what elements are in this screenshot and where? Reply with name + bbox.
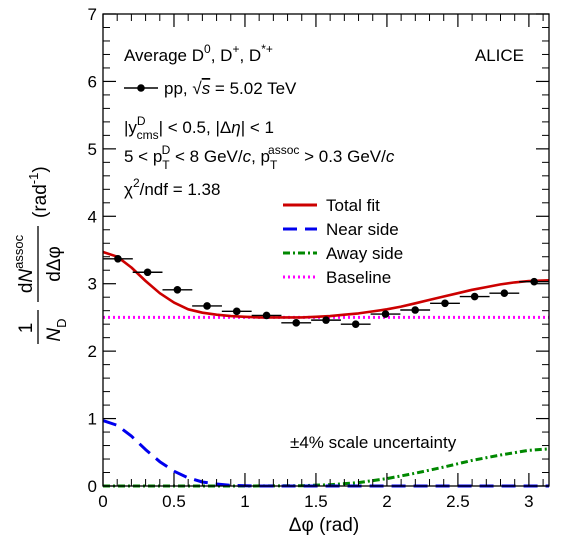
y-tick-label: 3 bbox=[88, 275, 97, 294]
pt-range-label: 5 < pTD < 8 GeV/c, pTassoc > 0.3 GeV/c bbox=[124, 143, 395, 172]
fit-legend: Total fit Near side Away side Baseline bbox=[283, 196, 403, 287]
y-label-fraction-num: 1 bbox=[16, 323, 37, 334]
y-label-fraction-den: ND bbox=[44, 318, 69, 341]
legend-label-total-fit: Total fit bbox=[326, 196, 380, 215]
x-tick-label: 0 bbox=[98, 492, 107, 511]
data-point bbox=[351, 320, 360, 328]
data-point bbox=[262, 311, 271, 320]
legend-data-label: pp, √s = 5.02 TeV bbox=[164, 79, 297, 98]
x-tick-label: 2 bbox=[382, 492, 391, 511]
scale-uncertainty-label: ±4% scale uncertainty bbox=[290, 433, 457, 452]
data-point bbox=[143, 268, 152, 277]
data-point bbox=[530, 277, 538, 286]
data-point bbox=[411, 306, 419, 314]
average-label: Average D0, D+, D*+ bbox=[124, 42, 273, 65]
y-tick-label: 0 bbox=[88, 477, 97, 496]
y-label-deriv-num: dNassoc bbox=[11, 234, 37, 293]
legend-label-baseline: Baseline bbox=[326, 268, 391, 287]
data-point bbox=[292, 319, 301, 327]
x-tick-label: 1 bbox=[240, 492, 249, 511]
rapidity-cut-label: |yD cms| < 0.5, |Δη| < 1 bbox=[124, 114, 274, 142]
legend-label-away-side: Away side bbox=[326, 244, 403, 263]
x-tick-label: 2.5 bbox=[446, 492, 470, 511]
x-tick-label: 3 bbox=[524, 492, 533, 511]
x-ticks: 0 0.5 1 1.5 2 2.5 3 bbox=[98, 14, 544, 511]
data-point bbox=[441, 299, 449, 308]
fit-curve-near-side bbox=[102, 419, 549, 488]
experiment-label: ALICE bbox=[475, 46, 524, 65]
chi2-label: χ2/ndf = 1.38 bbox=[124, 176, 220, 199]
y-tick-label: 6 bbox=[88, 72, 97, 91]
data-point bbox=[470, 292, 479, 301]
data-point bbox=[500, 289, 509, 297]
data-points bbox=[103, 254, 550, 328]
data-point bbox=[173, 285, 182, 294]
legend-data-marker bbox=[137, 84, 145, 92]
data-point bbox=[114, 254, 122, 263]
y-tick-label: 5 bbox=[88, 140, 97, 159]
data-point bbox=[381, 310, 390, 318]
y-tick-label: 2 bbox=[88, 342, 97, 361]
data-point bbox=[203, 302, 211, 310]
x-tick-label: 0.5 bbox=[162, 492, 186, 511]
legend-label-near-side: Near side bbox=[326, 220, 399, 239]
y-ticks: 0 1 2 3 4 5 6 7 bbox=[88, 5, 549, 496]
data-point bbox=[322, 316, 330, 324]
data-point bbox=[232, 307, 241, 316]
fit-curve-away-side bbox=[103, 447, 550, 488]
x-tick-label: 1.5 bbox=[304, 492, 328, 511]
fit-curve-total-fit bbox=[102, 250, 550, 319]
y-label-deriv-den: dΔφ bbox=[44, 246, 65, 282]
plot-frame bbox=[102, 13, 550, 487]
y-axis-label: 1 ND dNassoc dΔφ (rad-1) bbox=[11, 166, 69, 344]
y-tick-label: 1 bbox=[88, 410, 97, 429]
y-label-unit: (rad-1) bbox=[26, 166, 51, 218]
legend-data-entry: pp, √s = 5.02 TeV bbox=[124, 79, 297, 98]
y-tick-label: 7 bbox=[88, 5, 97, 24]
y-tick-label: 4 bbox=[88, 207, 97, 226]
x-axis-label: Δφ (rad) bbox=[289, 515, 359, 536]
